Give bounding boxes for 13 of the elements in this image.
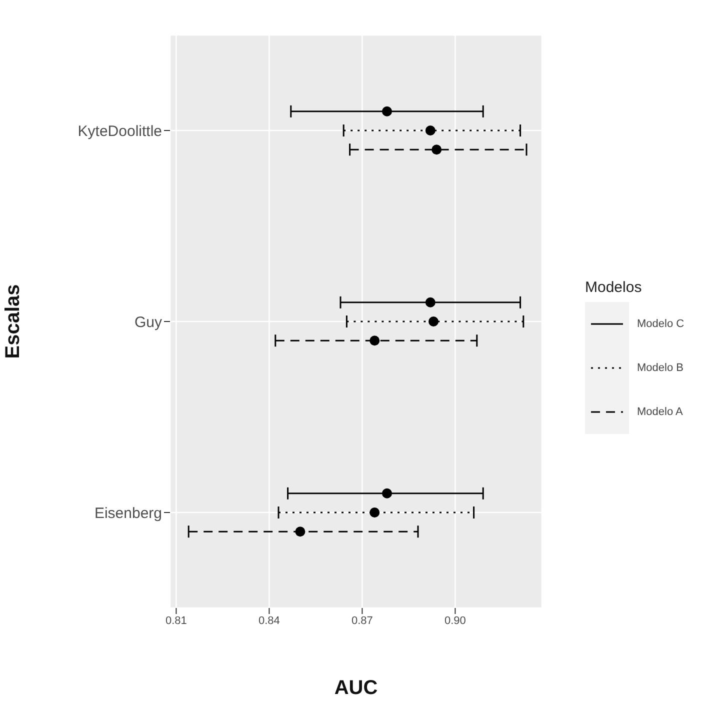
legend-label: Modelo A (637, 406, 683, 418)
legend-label: Modelo B (637, 362, 684, 374)
legend-label: Modelo C (637, 318, 684, 330)
y-tick-label: Guy (134, 314, 162, 331)
x-tick-label: 0.90 (444, 614, 466, 627)
x-tick-label: 0.84 (258, 614, 280, 627)
x-axis-title: AUC (334, 677, 378, 700)
y-axis-title: Escalas (2, 284, 24, 359)
y-tick-label: KyteDoolittle (78, 122, 162, 140)
x-tick-label: 0.81 (165, 614, 187, 627)
x-tick-label: 0.87 (351, 614, 373, 627)
legend-title: Modelos (585, 279, 643, 296)
y-tick-label: Eisenberg (94, 504, 162, 522)
